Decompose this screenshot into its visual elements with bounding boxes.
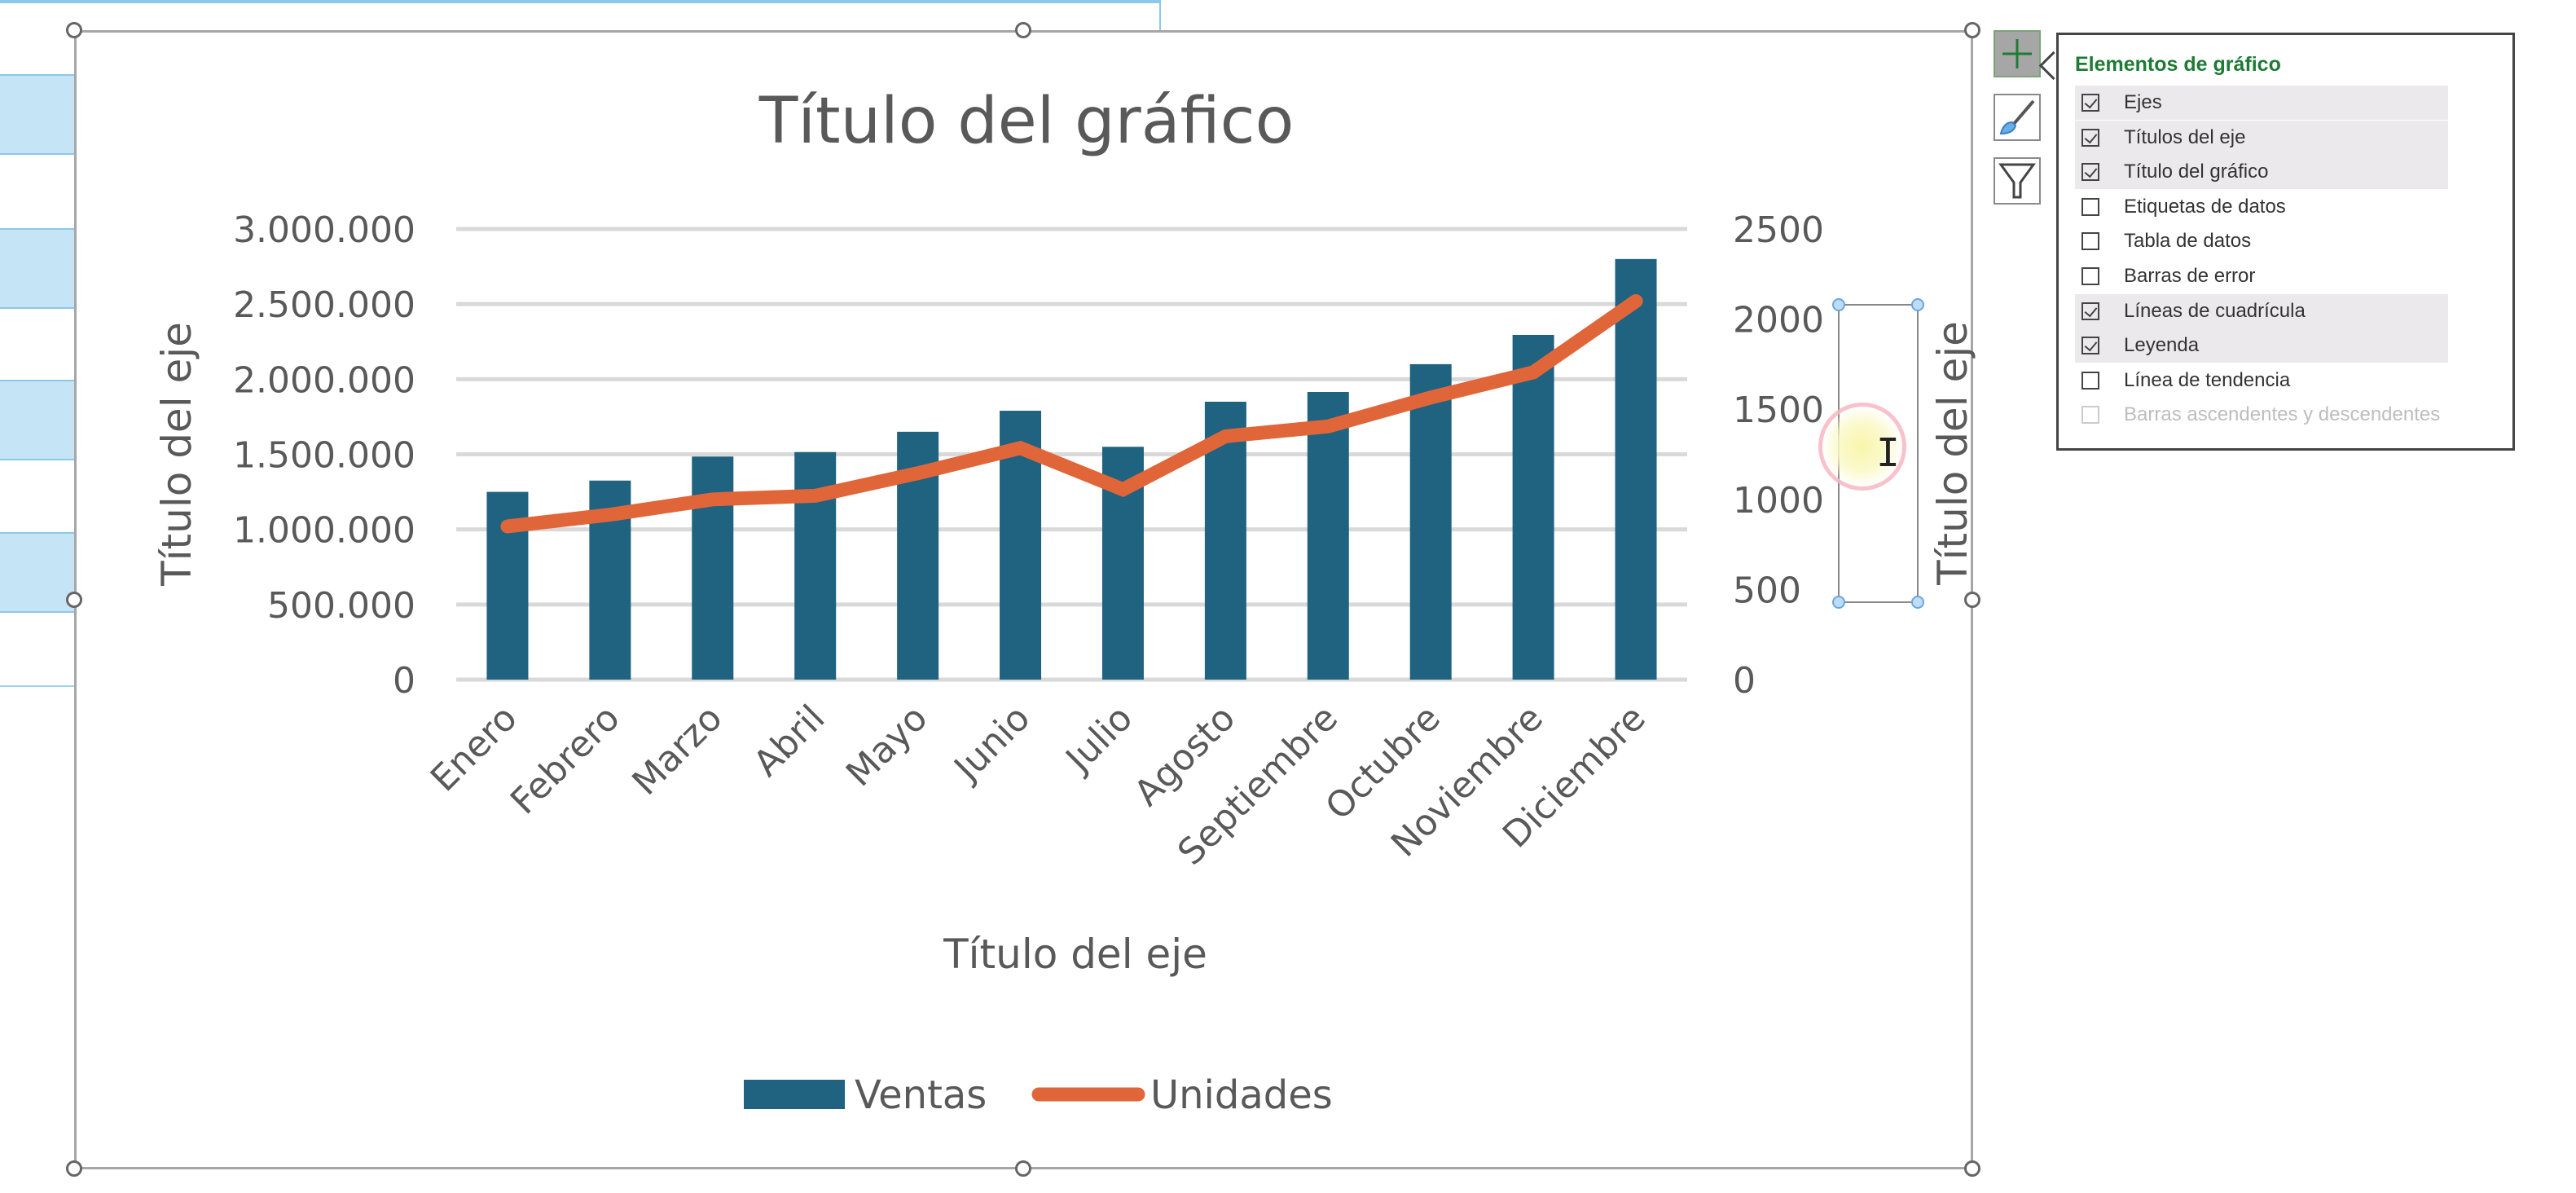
chart-elements-button[interactable] <box>1994 30 2041 77</box>
cell-border <box>0 685 74 687</box>
panel-title: Elementos de gráfico <box>2075 53 2281 76</box>
option-label: Barras de error <box>2124 265 2256 287</box>
chart-element-option[interactable]: Líneas de cuadrícula <box>2075 293 2448 328</box>
text-cursor-icon: I <box>1876 430 1900 476</box>
checkbox[interactable] <box>2081 337 2099 355</box>
chart-title[interactable]: Título del gráfico <box>758 85 1295 158</box>
cell[interactable] <box>0 380 74 460</box>
checkbox[interactable] <box>2081 267 2099 285</box>
option-label: Etiquetas de datos <box>2124 195 2286 218</box>
resize-handle-top-left[interactable] <box>66 22 82 38</box>
chart-element-option[interactable]: Etiquetas de datos <box>2075 190 2448 224</box>
resize-handle-bottom-right[interactable] <box>1964 1160 1980 1177</box>
y2-tick-label: 500 <box>1733 570 1801 611</box>
bar-marzo[interactable] <box>692 456 734 680</box>
y-axis-title: Título del eje <box>153 322 200 587</box>
option-label: Líneas de cuadrícula <box>2124 299 2306 322</box>
bar-diciembre[interactable] <box>1615 258 1657 680</box>
chart-element-option: Barras ascendentes y descendentes <box>2075 398 2448 432</box>
x-tick-label: Julio <box>1057 698 1141 781</box>
sheet-column-border <box>1159 0 1161 30</box>
legend-label-ventas: Ventas <box>855 1072 987 1118</box>
y2-tick-label: 2500 <box>1733 209 1824 251</box>
combo-chart: Título del gráfico 0 500.000 1.000.000 1.500… <box>153 85 1976 1118</box>
resize-handle-bottom-left[interactable] <box>66 1160 82 1177</box>
option-label: Título del gráfico <box>2124 161 2269 183</box>
option-label: Tabla de datos <box>2124 230 2252 253</box>
chart-element-option[interactable]: Barras de error <box>2075 259 2448 293</box>
cell[interactable] <box>0 532 74 613</box>
option-label: Barras ascendentes y descendentes <box>2124 403 2441 426</box>
y2-tick-label: 2000 <box>1733 300 1824 341</box>
option-label: Leyenda <box>2124 334 2200 357</box>
y2-axis-title[interactable]: Título del eje <box>1929 321 1976 586</box>
chart-element-option[interactable]: Línea de tendencia <box>2075 363 2448 398</box>
cell[interactable] <box>0 228 74 309</box>
bar-noviembre[interactable] <box>1512 334 1554 680</box>
y2-tick-label: 0 <box>1733 660 1756 702</box>
chart-styles-button[interactable] <box>1994 94 2041 141</box>
checkbox[interactable] <box>2081 163 2099 182</box>
checkbox[interactable] <box>2081 197 2099 216</box>
resize-handle-top-right[interactable] <box>1964 22 1980 38</box>
checkbox[interactable] <box>2081 371 2099 390</box>
legend-label-unidades: Unidades <box>1150 1072 1333 1118</box>
option-label: Ejes <box>2124 91 2162 113</box>
x-tick-label: Enero <box>423 698 525 800</box>
brush-icon <box>1999 99 2035 135</box>
x-tick-label: Mayo <box>838 698 935 795</box>
chart-area[interactable]: Título del gráfico 0 500.000 1.000.000 1.500… <box>74 30 1976 1169</box>
y-tick-label: 0 <box>393 660 415 702</box>
y2-tick-label: 1000 <box>1733 480 1824 522</box>
checkbox[interactable] <box>2081 128 2099 147</box>
plus-icon <box>2002 39 2032 68</box>
resize-handle-left[interactable] <box>66 592 82 608</box>
resize-handle-top[interactable] <box>1015 22 1031 38</box>
axis-title-handle <box>1911 298 1924 311</box>
option-label: Títulos del eje <box>2124 125 2246 148</box>
y-tick-label: 3.000.000 <box>233 209 415 251</box>
click-highlight <box>1818 403 1906 491</box>
resize-handle-right[interactable] <box>1964 592 1980 608</box>
y2-tick-label: 1500 <box>1733 390 1824 431</box>
bar-septiembre[interactable] <box>1307 392 1349 680</box>
axis-title-handle <box>1911 596 1924 609</box>
y-tick-label: 2.000.000 <box>233 359 415 401</box>
chart-element-option[interactable]: Tabla de datos <box>2075 224 2448 258</box>
cell[interactable] <box>0 74 74 155</box>
axis-title-handle <box>1832 596 1845 609</box>
legend-swatch-ventas <box>744 1080 845 1109</box>
filter-icon <box>1998 163 2036 199</box>
spreadsheet-cells[interactable] <box>0 0 74 1193</box>
y-tick-label: 500.000 <box>267 585 415 627</box>
bar-octubre[interactable] <box>1409 363 1452 680</box>
checkbox[interactable] <box>2081 232 2099 251</box>
x-tick-label: Febrero <box>503 698 628 823</box>
x-tick-label: Junio <box>945 698 1038 790</box>
y-tick-label: 1.000.000 <box>233 510 415 552</box>
checkbox[interactable] <box>2081 302 2099 320</box>
chart-elements-panel: Elementos de gráfico Ejes Títulos del eje… <box>2056 33 2515 451</box>
x-tick-label: Marzo <box>624 698 730 803</box>
y-tick-label: 2.500.000 <box>233 284 415 326</box>
checkbox[interactable] <box>2081 94 2099 112</box>
chart-element-option[interactable]: Títulos del eje <box>2075 120 2448 155</box>
line-unidades[interactable] <box>500 293 1643 534</box>
option-label: Línea de tendencia <box>2124 368 2291 391</box>
chart-element-option[interactable]: Ejes <box>2075 86 2448 120</box>
x-tick-label: Abril <box>745 698 833 785</box>
x-axis-title: Título del eje <box>943 931 1207 978</box>
axis-title-handle <box>1832 298 1845 311</box>
sheet-top-border <box>0 0 1161 3</box>
chart-element-option[interactable]: Título del gráfico <box>2075 155 2448 190</box>
resize-handle-bottom[interactable] <box>1015 1160 1031 1177</box>
chart-filters-button[interactable] <box>1994 157 2041 205</box>
chart-element-option[interactable]: Leyenda <box>2075 328 2448 363</box>
checkbox <box>2081 406 2099 425</box>
y-tick-label: 1.500.000 <box>233 435 415 477</box>
